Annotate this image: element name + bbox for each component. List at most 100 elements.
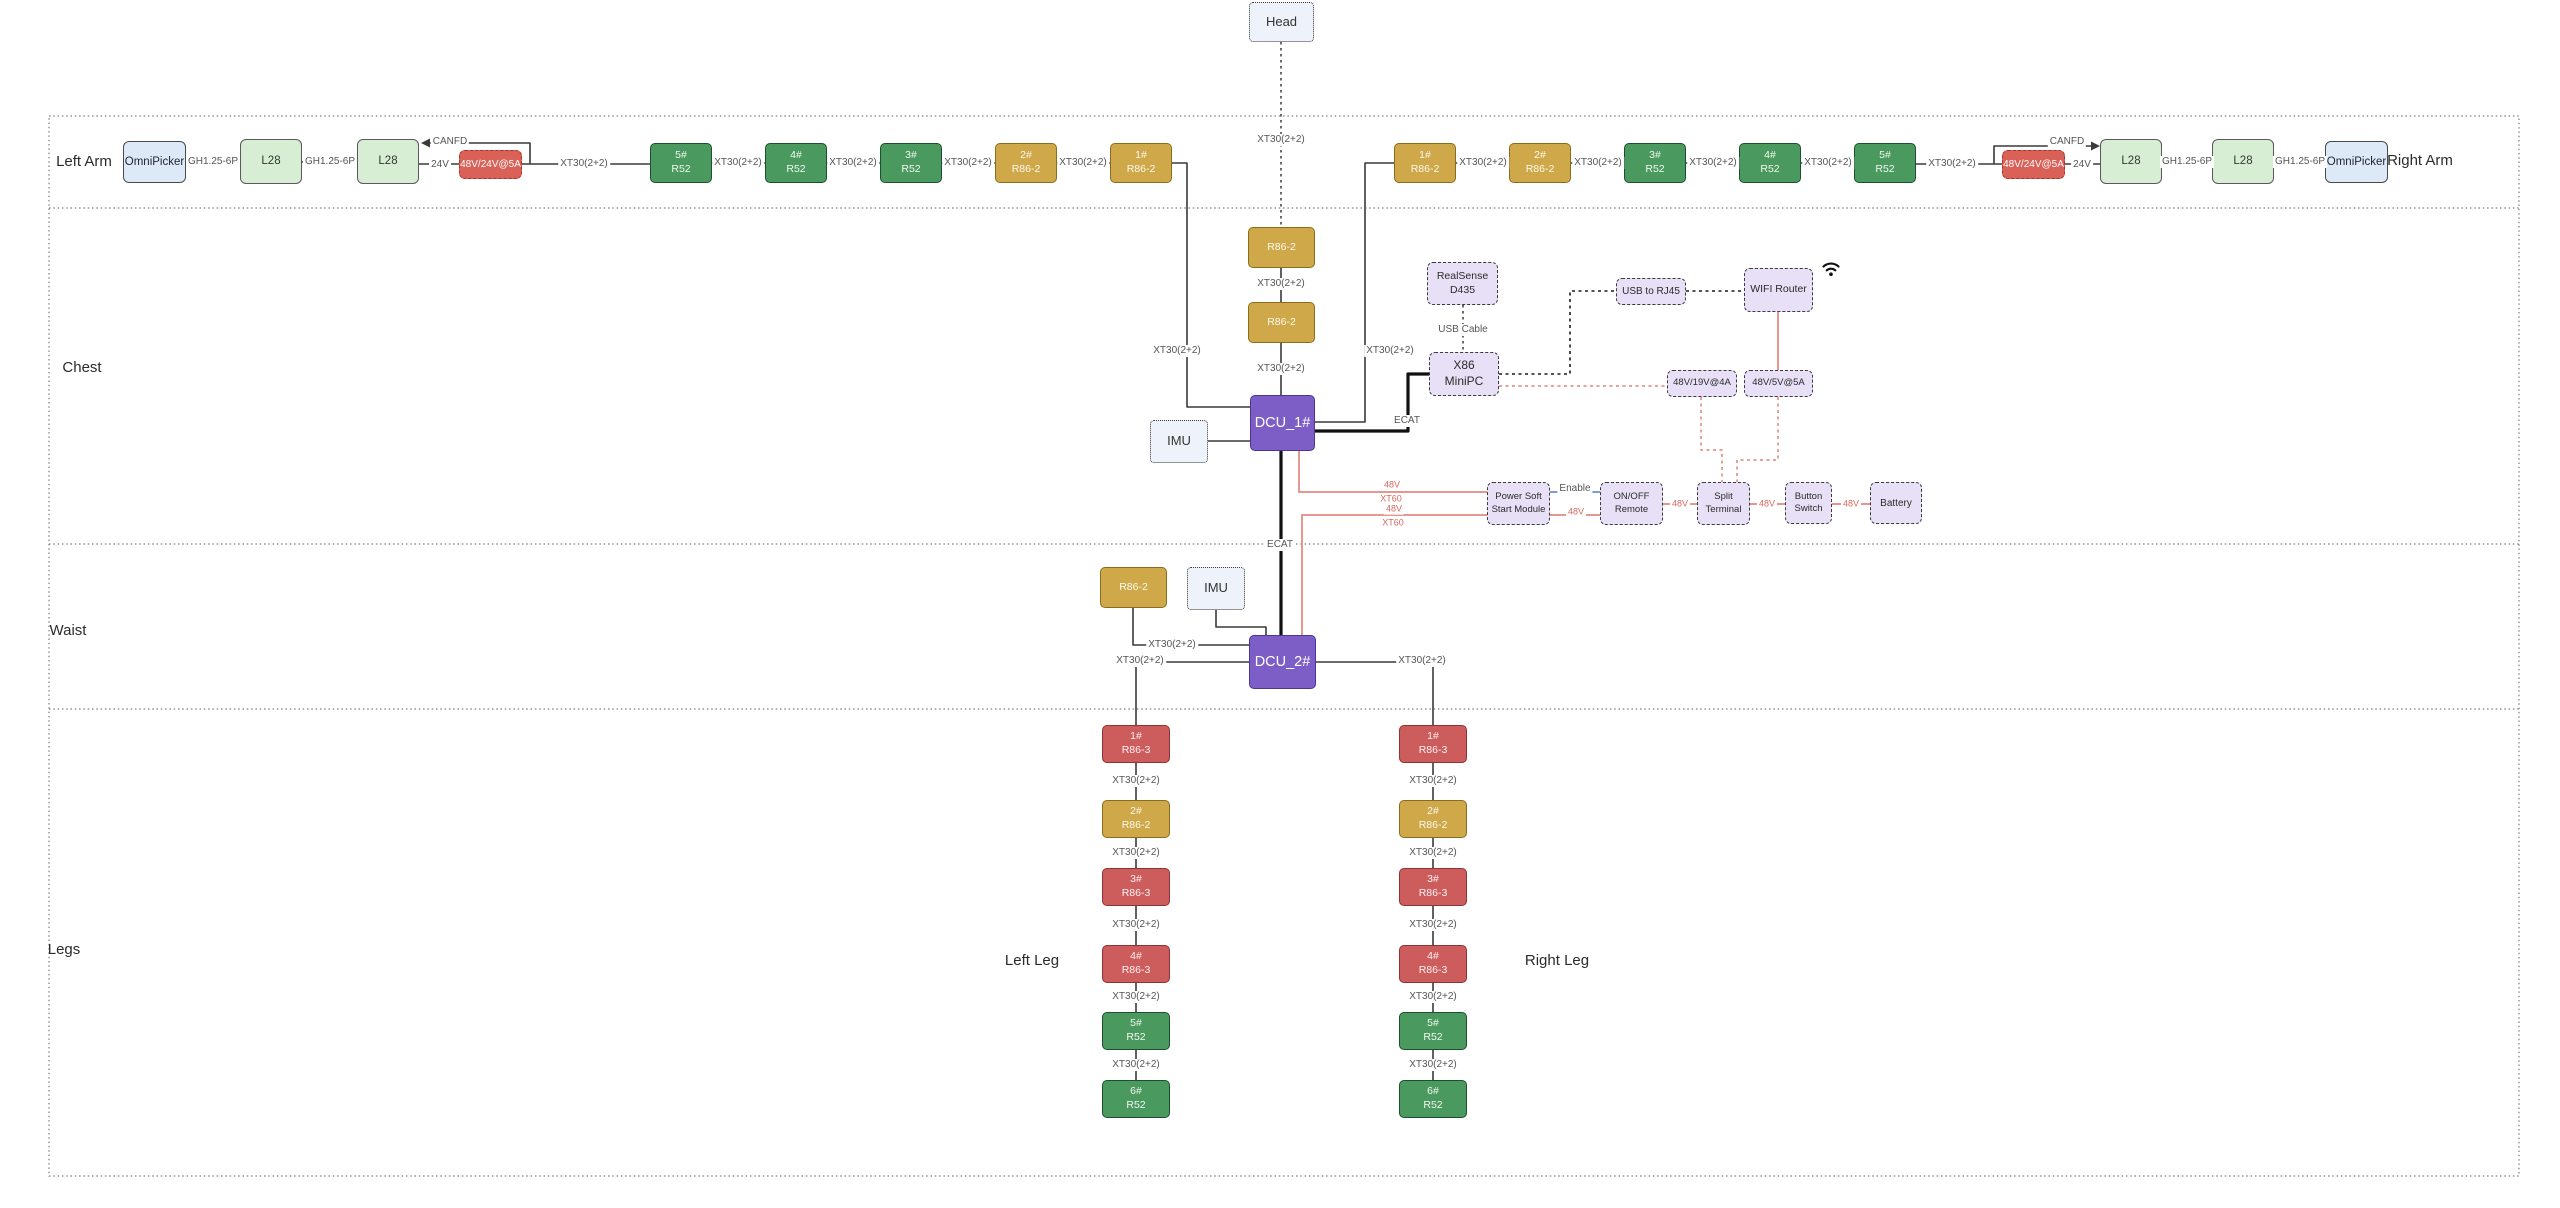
onoff-remote: ON/OFF Remote bbox=[1600, 482, 1663, 525]
left-arm-servo-3-r52-label: 3# bbox=[905, 149, 917, 162]
right-leg-servo-5-r52-label: 5# bbox=[1427, 1017, 1439, 1030]
wire-label: XT30(2+2) bbox=[1572, 157, 1624, 169]
right-arm-servo-5-r52-label: 5# bbox=[1879, 149, 1891, 162]
wire-label: XT30(2+2) bbox=[942, 157, 994, 169]
section-label-right-arm: Right Arm bbox=[2387, 152, 2453, 169]
right-arm-servo-3-r52-label: 3# bbox=[1649, 149, 1661, 162]
left-arm-servo-1-r86-label: 1# bbox=[1135, 149, 1147, 162]
dcdc-48v-24v-left: 48V/24V@5A bbox=[459, 150, 522, 179]
5v-to-split bbox=[1736, 397, 1779, 482]
wire-label: XT30(2+2) bbox=[1407, 991, 1459, 1003]
right-leg-servo-6-r52: 6# R52 bbox=[1399, 1080, 1467, 1118]
wire-label: XT30(2+2) bbox=[1255, 278, 1307, 290]
wire-label: XT30(2+2) bbox=[1110, 1059, 1162, 1071]
dcdc-48v-24v-left-label: 48V/24V@5A bbox=[460, 159, 521, 170]
omnipicker-left: OmniPicker bbox=[123, 141, 186, 183]
omnipicker-left-label: OmniPicker bbox=[124, 155, 185, 168]
wire-label: XT30(2+2) bbox=[1110, 847, 1162, 859]
wire-label: XT30(2+2) bbox=[1151, 345, 1203, 357]
wire-label: XT30(2+2) bbox=[1457, 157, 1509, 169]
dcu2-to-left-leg bbox=[1135, 661, 1249, 725]
left-leg-servo-1-r86-3: 1# R86-3 bbox=[1102, 725, 1170, 763]
wire-label: XT30(2+2) bbox=[1114, 655, 1166, 667]
left-arm-servo-4-r52: 4# R52 bbox=[765, 143, 827, 183]
waist-r86-label: R86-2 bbox=[1119, 580, 1148, 593]
dcdc-48v-19v: 48V/19V@4A bbox=[1667, 370, 1737, 397]
left-leg-servo-4-r86-3-label: R86-3 bbox=[1121, 964, 1151, 976]
wire-label: XT30(2+2) bbox=[1364, 345, 1416, 357]
right-arm-servo-4-r52-label: 4# bbox=[1764, 149, 1776, 162]
left-arm-servo-2-r86-label: R86-2 bbox=[1011, 163, 1041, 175]
wire-label: XT30(2+2) bbox=[712, 157, 764, 169]
wire-label: ECAT bbox=[1265, 539, 1295, 551]
wire-label: XT30(2+2) bbox=[558, 158, 610, 170]
dcdc-48v-24v-right-label: 48V/24V@5A bbox=[2003, 159, 2064, 170]
head-label: Head bbox=[1265, 13, 1298, 29]
section-label-legs: Legs bbox=[47, 941, 81, 958]
x86-minipc-label: MiniPC bbox=[1444, 374, 1484, 388]
section-label-left-leg: Left Leg bbox=[1004, 952, 1060, 969]
wire-label: Enable bbox=[1557, 483, 1593, 495]
chest-r86-lower: R86-2 bbox=[1248, 302, 1315, 343]
wire-label: XT30(2+2) bbox=[1687, 157, 1739, 169]
left-leg-servo-5-r52: 5# R52 bbox=[1102, 1012, 1170, 1050]
realsense-d435-label: D435 bbox=[1449, 283, 1476, 296]
right-arm-to-dcu1 bbox=[1315, 162, 1394, 423]
wire-label: 24V bbox=[2071, 159, 2093, 171]
right-arm-servo-3-r52: 3# R52 bbox=[1624, 143, 1686, 183]
dcdc-48v-24v-right: 48V/24V@5A bbox=[2002, 150, 2065, 179]
wire-label: XT30(2+2) bbox=[1926, 158, 1978, 170]
chest-r86-lower-label: R86-2 bbox=[1267, 315, 1296, 328]
right-arm-servo-5-r52: 5# R52 bbox=[1854, 143, 1916, 183]
wire-label: XT60 bbox=[1380, 517, 1406, 529]
right-leg-servo-3-r86-3-label: 3# bbox=[1427, 873, 1439, 886]
wire-label: XT30(2+2) bbox=[1802, 157, 1854, 169]
l28-right-inner-label: L28 bbox=[2121, 155, 2141, 168]
left-arm-servo-2-r86: 2# R86-2 bbox=[995, 143, 1057, 183]
right-leg-servo-1-r86-3-label: R86-3 bbox=[1418, 744, 1448, 756]
left-leg-servo-1-r86-3-label: 1# bbox=[1130, 730, 1142, 743]
left-leg-servo-2-r86-2-label: R86-2 bbox=[1121, 819, 1151, 831]
dcdc-48v-5v-label: 48V/5V@5A bbox=[1752, 377, 1805, 389]
wire-label: GH1.25-6P bbox=[2272, 156, 2328, 168]
left-arm-to-dcu1 bbox=[1172, 162, 1250, 408]
dcu-2: DCU_2# bbox=[1249, 635, 1316, 689]
left-arm-servo-4-r52-label: 4# bbox=[790, 149, 802, 162]
dcdc-48v-5v: 48V/5V@5A bbox=[1744, 370, 1813, 397]
canfd-left-arrowhead bbox=[421, 138, 430, 148]
power-soft-start-module-label: Start Module bbox=[1491, 503, 1546, 515]
19v-to-split bbox=[1700, 397, 1723, 482]
left-leg-servo-2-r86-2-label: 2# bbox=[1130, 805, 1142, 818]
left-leg-servo-3-r86-3-label: 3# bbox=[1130, 873, 1142, 886]
wifi-router: WIFI Router bbox=[1744, 268, 1813, 312]
imu-waist-label: IMU bbox=[1204, 580, 1228, 596]
right-leg-servo-1-r86-3: 1# R86-3 bbox=[1399, 725, 1467, 763]
right-leg-servo-1-r86-3-label: 1# bbox=[1427, 730, 1439, 743]
wifi-icon bbox=[1822, 262, 1840, 276]
usb-to-rj45-label: USB to RJ45 bbox=[1622, 286, 1680, 297]
left-leg-servo-6-r52-label: R52 bbox=[1126, 1099, 1146, 1111]
left-leg-servo-2-r86-2: 2# R86-2 bbox=[1102, 800, 1170, 838]
power-soft-start-module-label: Power Soft bbox=[1495, 491, 1542, 503]
wire-label: XT30(2+2) bbox=[827, 157, 879, 169]
imu-chest: IMU bbox=[1150, 420, 1208, 463]
left-leg-servo-1-r86-3-label: R86-3 bbox=[1121, 744, 1151, 756]
wire-label: CANFD bbox=[430, 136, 470, 148]
right-arm-servo-5-r52-label: R52 bbox=[1875, 163, 1895, 175]
wire-label: XT30(2+2) bbox=[1255, 363, 1307, 375]
left-arm-servo-3-r52: 3# R52 bbox=[880, 143, 942, 183]
wire-label: XT30(2+2) bbox=[1407, 775, 1459, 787]
left-leg-servo-3-r86-3-label: R86-3 bbox=[1121, 887, 1151, 899]
left-arm-servo-5-r52: 5# R52 bbox=[650, 143, 712, 183]
l28-right-inner: L28 bbox=[2100, 139, 2162, 184]
left-leg-servo-3-r86-3: 3# R86-3 bbox=[1102, 868, 1170, 906]
l28-left-inner: L28 bbox=[357, 139, 419, 184]
wire-label: GH1.25-6P bbox=[185, 156, 241, 168]
x86-minipc-label: X86 bbox=[1453, 358, 1475, 373]
l28-left-outer: L28 bbox=[240, 139, 302, 184]
button-switch-label: Button bbox=[1794, 490, 1823, 502]
right-arm-servo-1-r86-label: R86-2 bbox=[1410, 163, 1440, 175]
wire-label: GH1.25-6P bbox=[2159, 156, 2215, 168]
right-leg-servo-5-r52: 5# R52 bbox=[1399, 1012, 1467, 1050]
